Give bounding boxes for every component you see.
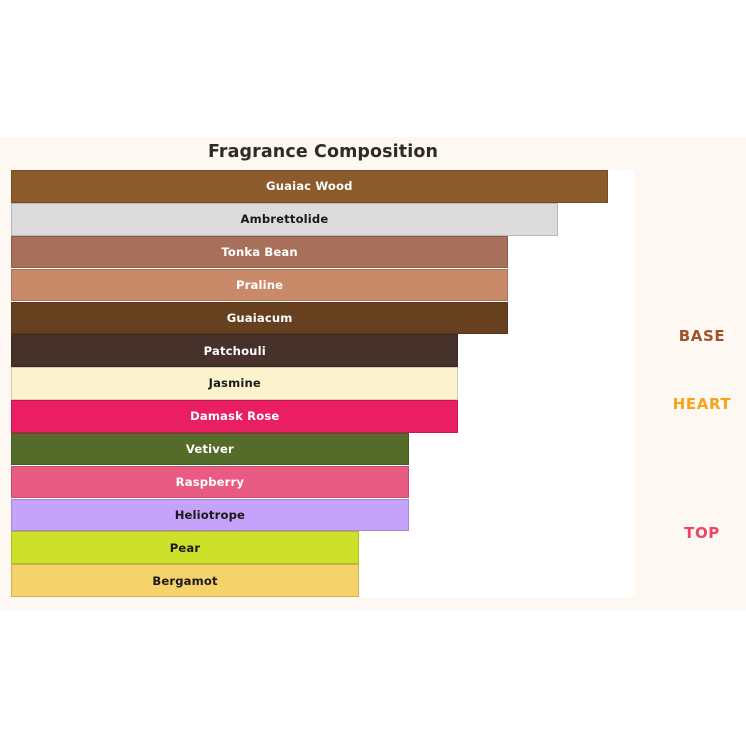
bar-row: Bergamot xyxy=(11,564,635,597)
bar-guaiac-wood[interactable] xyxy=(11,170,608,203)
bar-praline[interactable] xyxy=(11,268,509,302)
bar-row: Guaiac Wood xyxy=(11,170,635,203)
stage-label-base: BASE xyxy=(678,327,726,345)
bar-row: Ambrettolide xyxy=(11,202,635,236)
stage-label-heart: HEART xyxy=(672,395,732,413)
bar-damask-rose[interactable] xyxy=(11,400,459,433)
bar-bergamot[interactable] xyxy=(11,564,360,597)
bar-heliotrope[interactable] xyxy=(11,498,409,532)
bar-row: Raspberry xyxy=(11,465,635,499)
bar-row: Praline xyxy=(11,268,635,302)
bar-row: Guaiacum xyxy=(11,301,635,335)
bar-row: Vetiver xyxy=(11,432,635,466)
chart-figure: Fragrance Composition Guaiac Wood Ambrett… xyxy=(0,137,746,610)
bar-patchouli[interactable] xyxy=(11,334,459,367)
bar-jasmine[interactable] xyxy=(11,367,459,400)
bar-row: Tonka Bean xyxy=(11,235,635,269)
bar-row: Jasmine xyxy=(11,367,635,400)
bar-pear[interactable] xyxy=(11,531,360,565)
bar-row: Damask Rose xyxy=(11,400,635,433)
page-title: Fragrance Composition xyxy=(207,142,439,162)
plot-area: Guaiac Wood Ambrettolide Tonka Bean Praline… xyxy=(11,170,635,597)
bar-row: Patchouli xyxy=(11,334,635,367)
bar-vetiver[interactable] xyxy=(11,432,409,466)
bar-raspberry[interactable] xyxy=(11,465,409,499)
bar-guaiacum[interactable] xyxy=(11,301,509,335)
bar-row: Pear xyxy=(11,531,635,565)
bar-row: Heliotrope xyxy=(11,498,635,532)
bar-tonka-bean[interactable] xyxy=(11,235,509,269)
bar-ambrettolide[interactable] xyxy=(11,202,558,236)
stage-label-top: TOP xyxy=(684,524,720,542)
